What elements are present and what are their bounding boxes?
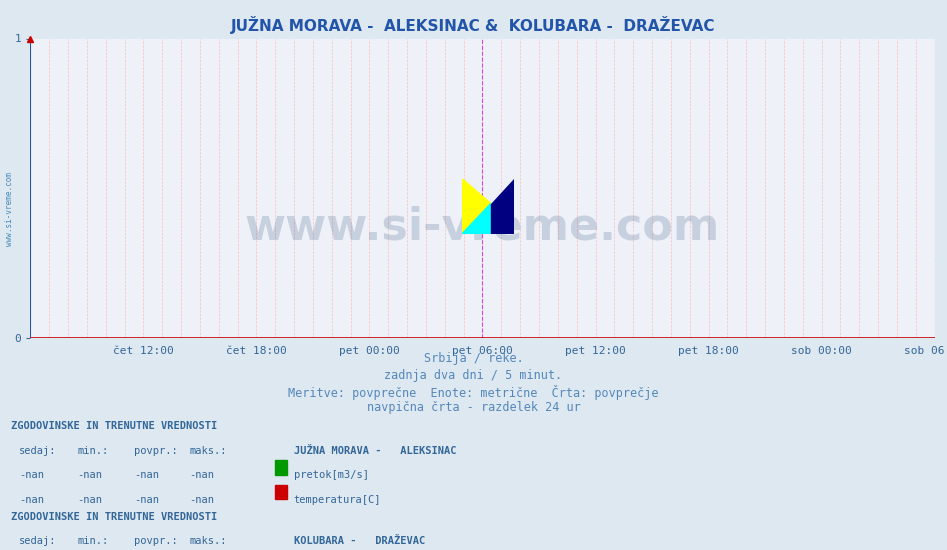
Text: min.:: min.: — [78, 446, 109, 455]
Polygon shape — [462, 179, 491, 234]
Text: -nan: -nan — [189, 470, 214, 480]
Text: -nan: -nan — [78, 495, 102, 505]
Text: ZGODOVINSKE IN TRENUTNE VREDNOSTI: ZGODOVINSKE IN TRENUTNE VREDNOSTI — [11, 421, 218, 431]
Text: pretok[m3/s]: pretok[m3/s] — [294, 470, 368, 480]
Text: povpr.:: povpr.: — [134, 536, 178, 546]
Text: povpr.:: povpr.: — [134, 446, 178, 455]
Text: navpična črta - razdelek 24 ur: navpična črta - razdelek 24 ur — [366, 402, 581, 415]
Text: sedaj:: sedaj: — [19, 536, 57, 546]
Text: maks.:: maks.: — [189, 446, 227, 455]
Text: zadnja dva dni / 5 minut.: zadnja dva dni / 5 minut. — [384, 368, 563, 382]
Text: -nan: -nan — [19, 495, 44, 505]
Text: www.si-vreme.com: www.si-vreme.com — [5, 172, 14, 246]
Text: -nan: -nan — [134, 470, 159, 480]
Text: -nan: -nan — [134, 495, 159, 505]
Text: maks.:: maks.: — [189, 536, 227, 546]
Text: Srbija / reke.: Srbija / reke. — [423, 352, 524, 365]
Text: -nan: -nan — [78, 470, 102, 480]
Text: -nan: -nan — [19, 470, 44, 480]
Text: temperatura[C]: temperatura[C] — [294, 495, 381, 505]
Text: JUŽNA MORAVA -   ALEKSINAC: JUŽNA MORAVA - ALEKSINAC — [294, 446, 456, 455]
Text: Meritve: povprečne  Enote: metrične  Črta: povprečje: Meritve: povprečne Enote: metrične Črta:… — [288, 385, 659, 400]
Text: sedaj:: sedaj: — [19, 446, 57, 455]
Text: -nan: -nan — [189, 495, 214, 505]
Text: JUŽNA MORAVA -  ALEKSINAC &  KOLUBARA -  DRAŽEVAC: JUŽNA MORAVA - ALEKSINAC & KOLUBARA - DR… — [231, 16, 716, 35]
Text: ZGODOVINSKE IN TRENUTNE VREDNOSTI: ZGODOVINSKE IN TRENUTNE VREDNOSTI — [11, 512, 218, 521]
Text: KOLUBARA -   DRAŽEVAC: KOLUBARA - DRAŽEVAC — [294, 536, 425, 546]
Polygon shape — [462, 204, 491, 234]
Text: www.si-vreme.com: www.si-vreme.com — [245, 206, 720, 249]
Polygon shape — [491, 179, 514, 234]
Text: min.:: min.: — [78, 536, 109, 546]
